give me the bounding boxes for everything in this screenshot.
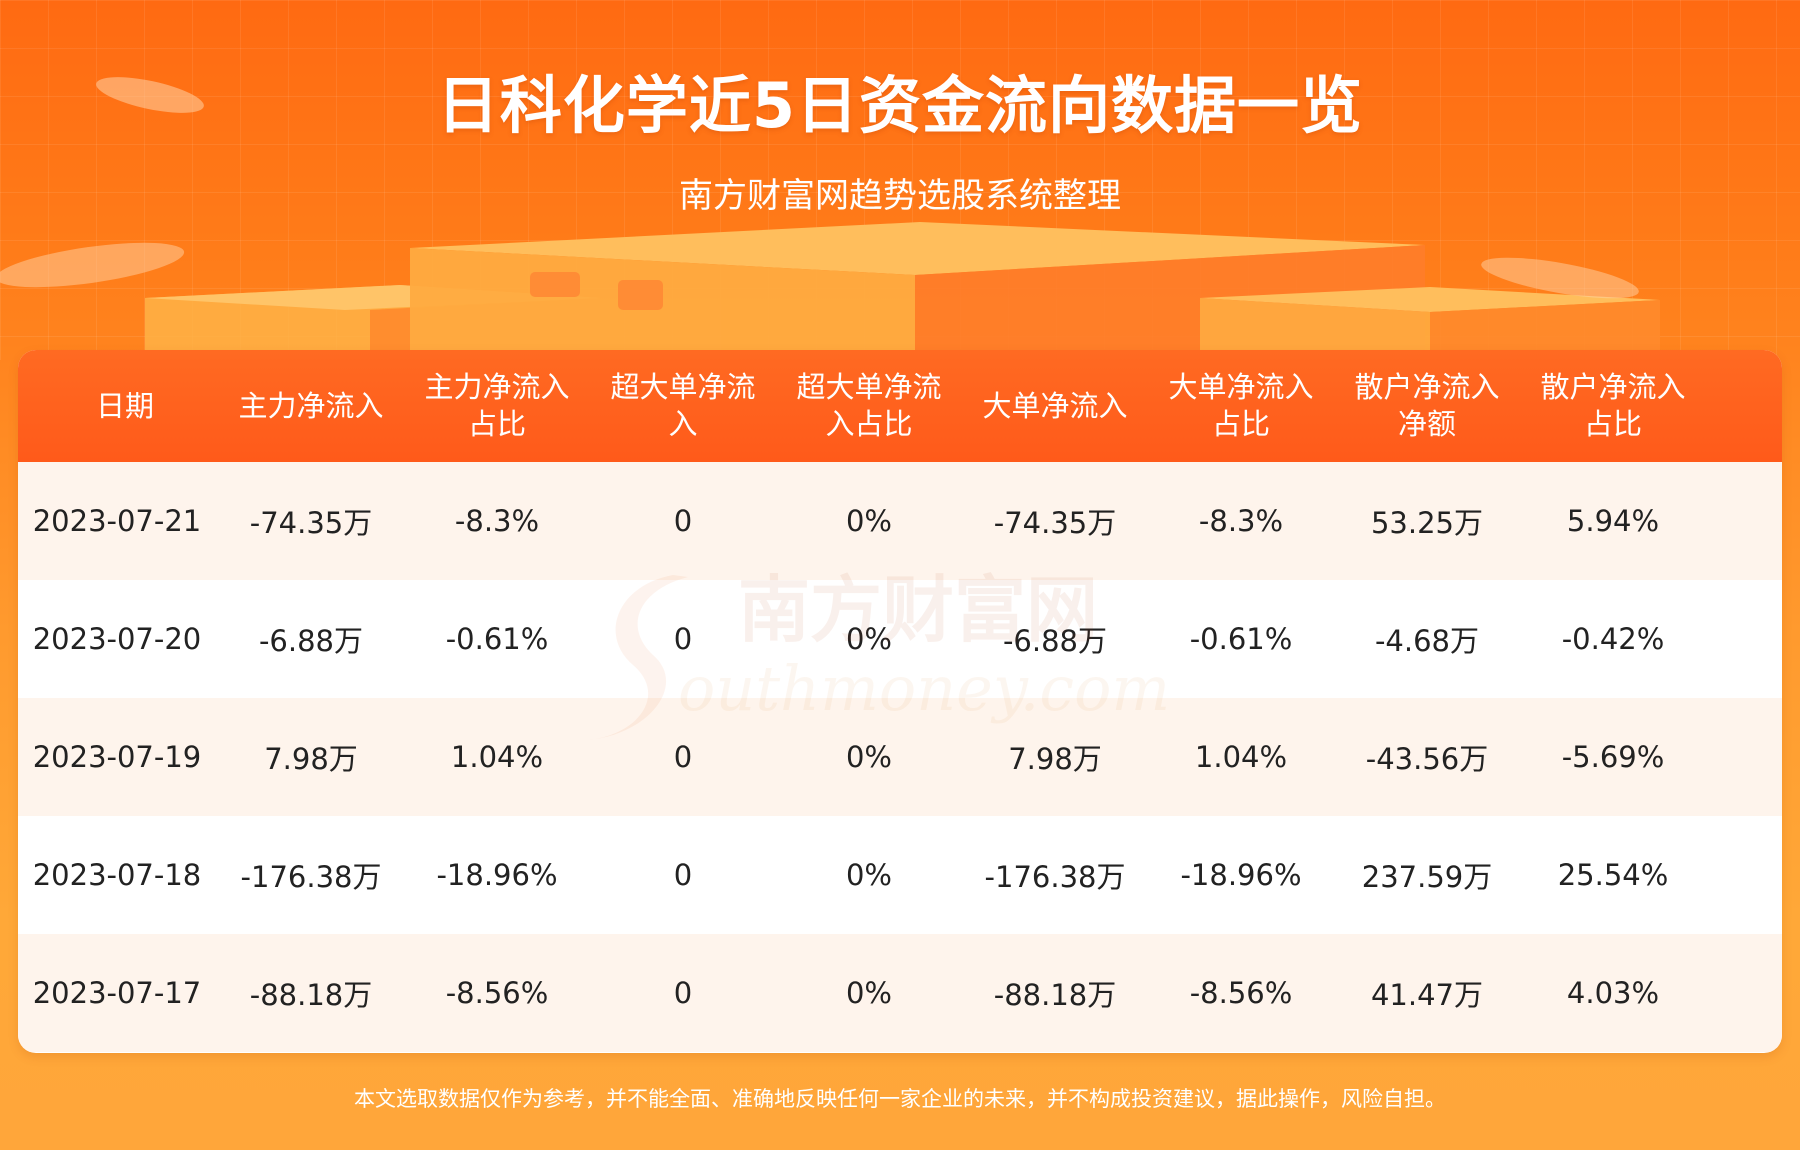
cell-super-large-inflow: 0: [673, 622, 693, 656]
cell-large-inflow-ratio: -8.3%: [1198, 504, 1284, 538]
cell-large-inflow: -88.18万: [993, 978, 1117, 1012]
table-row: 2023-07-21 -74.35万 -8.3% 0 0% -74.35万 -8…: [18, 462, 1782, 580]
header-cell-super-large-inflow-ratio: 超大单净流 入占比: [796, 370, 942, 441]
cell-main-inflow: -176.38万: [240, 860, 382, 894]
cell-main-inflow-ratio: -0.61%: [445, 622, 549, 656]
cell-retail-inflow: 53.25万: [1370, 506, 1484, 540]
podium-decoration: [0, 77, 1660, 360]
cell-date: 2023-07-17: [32, 976, 202, 1010]
cell-date: 2023-07-20: [32, 622, 202, 656]
cell-super-large-inflow: 0: [673, 976, 693, 1010]
cell-super-large-inflow: 0: [673, 858, 693, 892]
cell-main-inflow: -88.18万: [249, 978, 373, 1012]
cell-super-large-inflow: 0: [673, 504, 693, 538]
cell-date: 2023-07-21: [32, 504, 202, 538]
header-cell-main-inflow-ratio: 主力净流入 占比: [424, 370, 570, 441]
cell-super-large-inflow-ratio: 0%: [845, 504, 892, 538]
cell-super-large-inflow-ratio: 0%: [845, 858, 892, 892]
cell-retail-inflow-ratio: 5.94%: [1566, 504, 1660, 538]
cell-super-large-inflow: 0: [673, 740, 693, 774]
cell-main-inflow-ratio: -8.3%: [454, 504, 540, 538]
cell-retail-inflow-ratio: 4.03%: [1566, 976, 1660, 1010]
cell-main-inflow-ratio: -18.96%: [436, 858, 558, 892]
fund-flow-table: 日期 主力净流入 主力净流入 占比 超大单净流入 超大单净流 入占比 大单净流入 大…: [18, 350, 1782, 1053]
header-cell-date: 日期: [95, 388, 154, 423]
header-cell-super-large-inflow: 超大单净流入: [610, 370, 756, 441]
cell-retail-inflow: 237.59万: [1361, 860, 1493, 894]
cell-main-inflow: -74.35万: [249, 506, 373, 540]
page-title: 日科化学近5日资金流向数据一览: [436, 69, 1364, 142]
header-cell-large-inflow: 大单净流入: [982, 388, 1128, 423]
disclaimer-text: 本文选取数据仅作为参考，并不能全面、准确地反映任何一家企业的未来，并不构成投资建…: [354, 1087, 1446, 1111]
cell-large-inflow: -176.38万: [984, 860, 1126, 894]
cell-large-inflow: -74.35万: [993, 506, 1117, 540]
header-cell-main-inflow: 主力净流入: [238, 388, 384, 423]
cell-retail-inflow-ratio: 25.54%: [1557, 858, 1669, 892]
cell-large-inflow-ratio: -0.61%: [1189, 622, 1293, 656]
cell-main-inflow-ratio: 1.04%: [450, 740, 544, 774]
header-cell-retail-inflow-ratio: 散户净流入 占比: [1540, 370, 1686, 441]
cell-large-inflow: -6.88万: [1002, 624, 1108, 658]
header-cell-retail-inflow: 散户净流入 净额: [1354, 370, 1500, 441]
cell-date: 2023-07-19: [32, 740, 202, 774]
cell-super-large-inflow-ratio: 0%: [845, 976, 892, 1010]
cell-date: 2023-07-18: [32, 858, 202, 892]
page-subtitle: 南方财富网趋势选股系统整理: [679, 176, 1121, 216]
table-row: 2023-07-20 -6.88万 -0.61% 0 0% -6.88万 -0.…: [18, 580, 1782, 698]
table-header: 日期 主力净流入 主力净流入 占比 超大单净流入 超大单净流 入占比 大单净流入 大…: [18, 350, 1782, 462]
cell-retail-inflow: -43.56万: [1365, 742, 1489, 776]
cell-main-inflow: 7.98万: [264, 742, 358, 776]
cell-large-inflow-ratio: 1.04%: [1194, 740, 1288, 774]
cell-large-inflow-ratio: -18.96%: [1180, 858, 1302, 892]
cell-retail-inflow: -4.68万: [1374, 624, 1480, 658]
cell-super-large-inflow-ratio: 0%: [845, 740, 892, 774]
cell-large-inflow: 7.98万: [1008, 742, 1102, 776]
table-row: 2023-07-18 -176.38万 -18.96% 0 0% -176.38…: [18, 816, 1782, 934]
header-cell-large-inflow-ratio: 大单净流入 占比: [1168, 370, 1314, 441]
cell-large-inflow-ratio: -8.56%: [1189, 976, 1293, 1010]
table-row: 2023-07-19 7.98万 1.04% 0 0% 7.98万 1.04% …: [18, 698, 1782, 816]
cell-super-large-inflow-ratio: 0%: [845, 622, 892, 656]
cell-main-inflow-ratio: -8.56%: [445, 976, 549, 1010]
cell-retail-inflow-ratio: -5.69%: [1561, 740, 1665, 774]
cell-main-inflow: -6.88万: [258, 624, 364, 658]
table-row: 2023-07-17 -88.18万 -8.56% 0 0% -88.18万 -…: [18, 934, 1782, 1052]
cell-retail-inflow-ratio: -0.42%: [1561, 622, 1665, 656]
cell-retail-inflow: 41.47万: [1370, 978, 1484, 1012]
